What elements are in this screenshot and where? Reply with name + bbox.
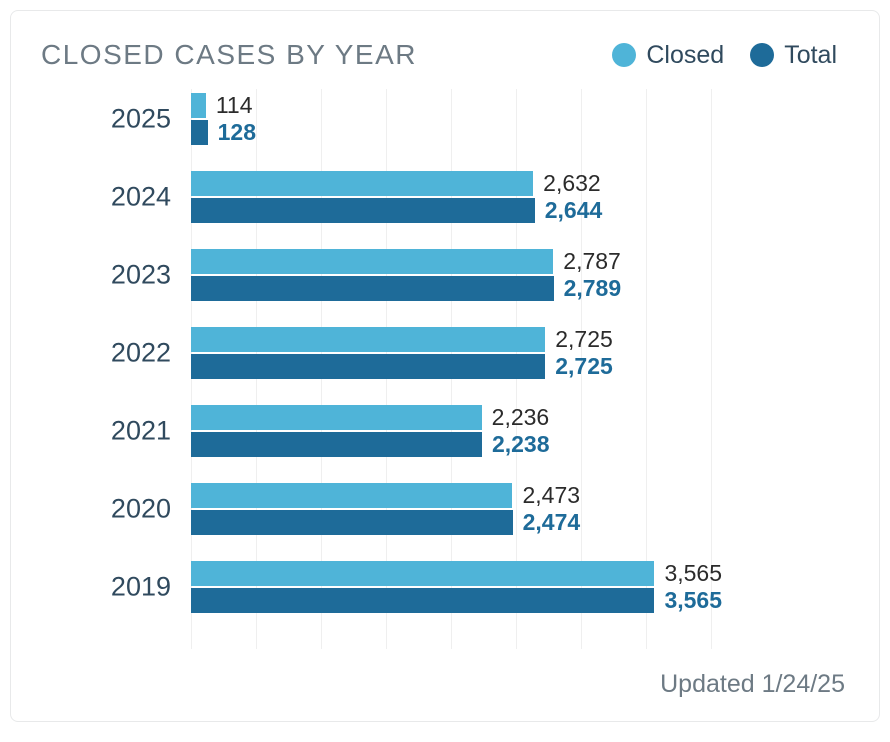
chart-title: CLOSED CASES BY YEAR xyxy=(41,39,417,71)
bar-total-line: 3,565 xyxy=(191,588,849,613)
chart-footer: Updated 1/24/25 xyxy=(660,670,845,699)
value-total: 2,644 xyxy=(545,197,603,224)
value-total: 2,725 xyxy=(555,353,613,380)
year-label: 2019 xyxy=(41,572,171,603)
chart-rows: 2025114128 20242,6322,644 20232,7872,789 20… xyxy=(191,89,849,613)
bar-total xyxy=(191,432,482,457)
legend-label: Total xyxy=(784,41,837,70)
year-row: 20193,5653,565 xyxy=(191,561,849,613)
year-row: 20222,7252,725 xyxy=(191,327,849,379)
bar-total-line: 2,474 xyxy=(191,510,849,535)
year-label: 2020 xyxy=(41,494,171,525)
bar-total xyxy=(191,276,554,301)
legend-swatch-icon xyxy=(612,43,636,67)
bar-closed-line: 3,565 xyxy=(191,561,849,586)
legend-swatch-icon xyxy=(750,43,774,67)
bar-closed-line: 2,236 xyxy=(191,405,849,430)
bar-closed xyxy=(191,171,533,196)
bar-total-line: 2,238 xyxy=(191,432,849,457)
legend-item-closed: Closed xyxy=(612,41,724,70)
bar-total xyxy=(191,510,513,535)
year-row: 20212,2362,238 xyxy=(191,405,849,457)
bar-closed-line: 114 xyxy=(191,93,849,118)
bar-closed xyxy=(191,249,553,274)
year-label: 2023 xyxy=(41,260,171,291)
bar-closed-line: 2,787 xyxy=(191,249,849,274)
value-closed: 2,725 xyxy=(555,326,613,353)
bar-total-line: 2,725 xyxy=(191,354,849,379)
year-label: 2025 xyxy=(41,104,171,135)
legend-item-total: Total xyxy=(750,41,837,70)
value-closed: 2,236 xyxy=(492,404,550,431)
legend: Closed Total xyxy=(612,41,849,70)
bar-total xyxy=(191,354,545,379)
bar-closed xyxy=(191,93,206,118)
year-row: 20232,7872,789 xyxy=(191,249,849,301)
value-closed: 2,632 xyxy=(543,170,601,197)
year-row: 20202,4732,474 xyxy=(191,483,849,535)
value-total: 2,474 xyxy=(523,509,581,536)
value-closed: 3,565 xyxy=(664,560,722,587)
year-row: 2025114128 xyxy=(191,93,849,145)
bar-total xyxy=(191,120,208,145)
bar-total xyxy=(191,588,654,613)
year-label: 2022 xyxy=(41,338,171,369)
value-total: 3,565 xyxy=(664,587,722,614)
bar-total xyxy=(191,198,535,223)
value-closed: 114 xyxy=(216,92,253,119)
chart-plot-area: 2025114128 20242,6322,644 20232,7872,789 20… xyxy=(191,89,849,649)
chart-card: CLOSED CASES BY YEAR ClosedTotal 2025114… xyxy=(10,10,880,722)
bar-closed xyxy=(191,561,654,586)
year-label: 2021 xyxy=(41,416,171,447)
value-total: 2,789 xyxy=(564,275,622,302)
bar-closed-line: 2,725 xyxy=(191,327,849,352)
bar-closed xyxy=(191,327,545,352)
value-total: 2,238 xyxy=(492,431,550,458)
year-label: 2024 xyxy=(41,182,171,213)
bar-closed xyxy=(191,405,482,430)
chart-header: CLOSED CASES BY YEAR Closed Total xyxy=(41,39,849,71)
value-closed: 2,473 xyxy=(522,482,580,509)
legend-label: Closed xyxy=(646,41,724,70)
bar-total-line: 2,789 xyxy=(191,276,849,301)
bar-closed-line: 2,473 xyxy=(191,483,849,508)
bar-closed-line: 2,632 xyxy=(191,171,849,196)
value-closed: 2,787 xyxy=(563,248,621,275)
value-total: 128 xyxy=(218,119,256,146)
bar-total-line: 128 xyxy=(191,120,849,145)
bar-total-line: 2,644 xyxy=(191,198,849,223)
bar-closed xyxy=(191,483,512,508)
year-row: 20242,6322,644 xyxy=(191,171,849,223)
